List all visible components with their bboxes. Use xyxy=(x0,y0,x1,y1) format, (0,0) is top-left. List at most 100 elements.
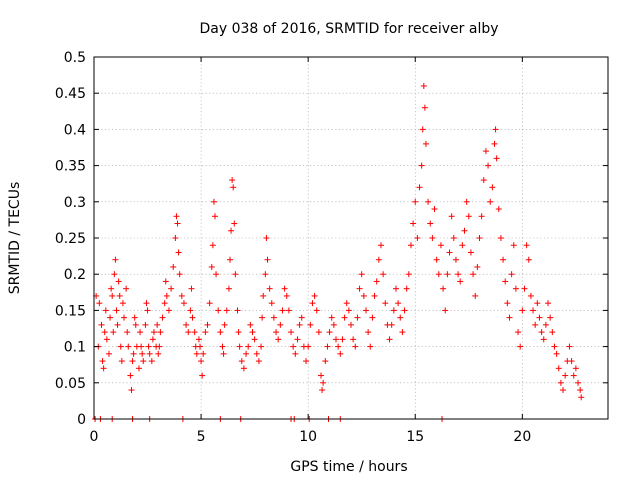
data-point xyxy=(474,263,481,270)
data-point xyxy=(319,387,326,394)
data-point xyxy=(305,343,312,350)
data-point xyxy=(247,321,254,328)
data-point xyxy=(452,256,459,263)
data-point xyxy=(549,329,556,336)
data-point xyxy=(180,300,187,307)
data-point xyxy=(315,329,322,336)
y-tick-label: 0.2 xyxy=(64,267,86,283)
data-point xyxy=(420,82,427,89)
data-point xyxy=(444,271,451,278)
data-point xyxy=(534,300,541,307)
data-point xyxy=(119,300,126,307)
data-point xyxy=(330,321,337,328)
data-point xyxy=(429,235,436,241)
data-point xyxy=(117,343,124,350)
data-point xyxy=(220,350,227,357)
data-point xyxy=(285,307,292,314)
data-point xyxy=(198,358,205,365)
data-point xyxy=(440,285,447,292)
data-point xyxy=(419,126,426,133)
data-point xyxy=(545,300,552,307)
data-point xyxy=(270,314,277,321)
data-point xyxy=(144,307,151,314)
data-point xyxy=(105,350,112,357)
data-point xyxy=(427,220,434,227)
data-point xyxy=(202,329,209,336)
data-point xyxy=(240,365,247,372)
data-point xyxy=(197,343,204,350)
data-point xyxy=(195,336,202,343)
data-point xyxy=(124,329,131,336)
data-points xyxy=(92,82,585,422)
data-point xyxy=(170,263,177,270)
x-tick-label: 5 xyxy=(197,429,206,445)
data-point xyxy=(397,314,404,321)
data-point xyxy=(345,307,352,314)
data-point xyxy=(320,379,327,386)
data-point xyxy=(572,365,579,372)
data-point xyxy=(277,321,284,328)
data-point xyxy=(204,321,211,328)
data-point xyxy=(375,256,382,263)
data-point xyxy=(189,314,196,321)
data-point xyxy=(292,350,299,357)
y-tick-label: 0.05 xyxy=(55,376,86,392)
data-point xyxy=(551,343,558,350)
data-point xyxy=(482,148,489,155)
data-point xyxy=(412,198,419,205)
y-axis-label: SRMTID / TECUs xyxy=(7,182,23,295)
data-point xyxy=(296,321,303,328)
data-point xyxy=(159,314,166,321)
data-point xyxy=(418,162,425,169)
data-point xyxy=(199,372,206,379)
data-point xyxy=(127,372,134,379)
data-point xyxy=(356,285,363,292)
data-point xyxy=(472,292,479,299)
data-point xyxy=(555,365,562,372)
data-point xyxy=(540,336,547,343)
data-point xyxy=(281,285,288,292)
data-point xyxy=(260,292,267,299)
data-point xyxy=(502,278,509,285)
data-point xyxy=(249,329,256,336)
data-point xyxy=(333,336,340,343)
data-point xyxy=(515,329,522,336)
data-point xyxy=(303,358,310,365)
data-point xyxy=(112,256,119,263)
data-point xyxy=(553,350,560,357)
data-point xyxy=(163,292,170,299)
data-point xyxy=(339,336,346,343)
data-point xyxy=(403,285,410,292)
data-point xyxy=(255,358,262,365)
data-point xyxy=(352,343,359,350)
data-point xyxy=(230,184,237,191)
data-point xyxy=(193,350,200,357)
data-point xyxy=(405,271,412,278)
data-point xyxy=(335,343,342,350)
data-point xyxy=(341,314,348,321)
data-point xyxy=(307,321,314,328)
data-point xyxy=(213,271,220,278)
data-point xyxy=(566,343,573,350)
data-point xyxy=(161,300,168,307)
data-point xyxy=(206,300,213,307)
data-point xyxy=(226,256,233,263)
data-point xyxy=(485,162,492,169)
data-point xyxy=(365,329,372,336)
data-point xyxy=(109,292,116,299)
data-point xyxy=(294,336,301,343)
data-point xyxy=(350,336,357,343)
data-point xyxy=(354,314,361,321)
data-point xyxy=(386,336,393,343)
data-point xyxy=(521,285,528,292)
data-point xyxy=(450,235,457,241)
data-point xyxy=(313,307,320,314)
data-point xyxy=(137,329,144,336)
data-point xyxy=(435,271,442,278)
data-point xyxy=(373,278,380,285)
data-point xyxy=(115,278,122,285)
data-point xyxy=(382,300,389,307)
data-point xyxy=(362,307,369,314)
data-point xyxy=(219,343,226,350)
data-point xyxy=(298,314,305,321)
